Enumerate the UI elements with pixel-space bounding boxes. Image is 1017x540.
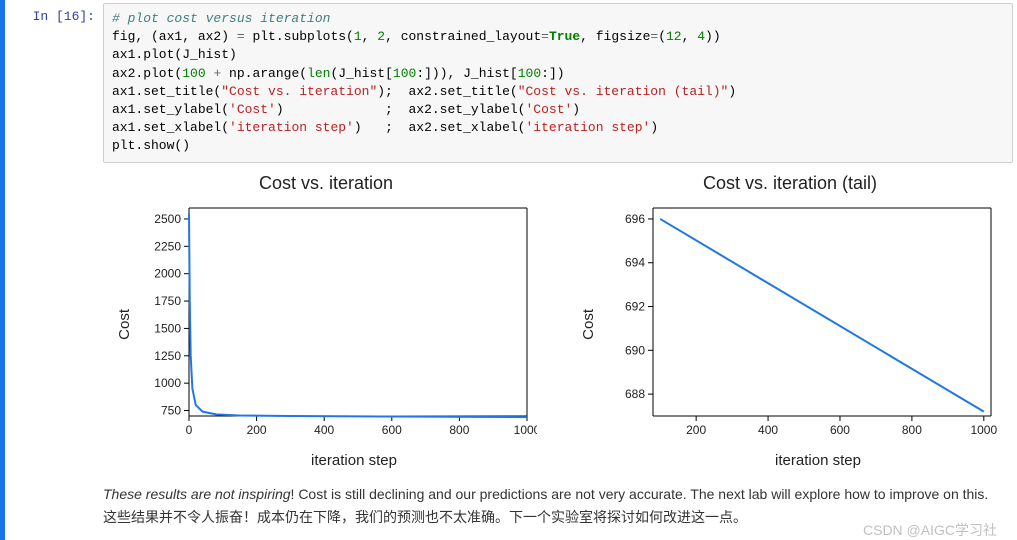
svg-text:1000: 1000 bbox=[513, 423, 536, 437]
charts-wrap: Cost vs. iteration Cost 0 200 400 600 800 100… bbox=[103, 173, 1013, 469]
code-block[interactable]: # plot cost versus iteration fig, (ax1, … bbox=[103, 3, 1013, 163]
svg-text:0: 0 bbox=[185, 423, 192, 437]
chart-1-xlabel: iteration step bbox=[311, 452, 397, 469]
svg-text:2000: 2000 bbox=[154, 266, 181, 280]
chart-1-panel: Cost vs. iteration Cost 0 200 400 600 800 100… bbox=[103, 173, 549, 469]
svg-text:692: 692 bbox=[624, 299, 644, 313]
svg-text:1000: 1000 bbox=[154, 376, 181, 390]
watermark: CSDN @AIGC学习社 bbox=[0, 520, 1017, 540]
chart-1-frame: Cost 0 200 400 600 800 1000 750 1000 1250 1500 175… bbox=[116, 200, 537, 450]
chart-2-frame: Cost 200 400 600 800 1000 688 690 692 694 696 bbox=[580, 200, 1001, 450]
chart-2-panel: Cost vs. iteration (tail) Cost 200 400 600… bbox=[567, 173, 1013, 469]
chart-2-title: Cost vs. iteration (tail) bbox=[703, 173, 877, 194]
svg-text:200: 200 bbox=[246, 423, 266, 437]
svg-text:1750: 1750 bbox=[154, 294, 181, 308]
chart-2-ylabel: Cost bbox=[580, 309, 597, 340]
cell-prompt: In [16]: bbox=[5, 3, 103, 24]
commentary-line-1: These results are not inspiring! Cost is… bbox=[103, 483, 1017, 507]
svg-text:400: 400 bbox=[758, 423, 778, 437]
svg-text:2250: 2250 bbox=[154, 239, 181, 253]
svg-text:750: 750 bbox=[160, 403, 180, 417]
output-area: Cost vs. iteration Cost 0 200 400 600 800 100… bbox=[103, 173, 1013, 469]
svg-text:800: 800 bbox=[449, 423, 469, 437]
svg-text:600: 600 bbox=[381, 423, 401, 437]
chart-1-ylabel: Cost bbox=[116, 309, 133, 340]
svg-text:694: 694 bbox=[624, 255, 644, 269]
svg-text:200: 200 bbox=[686, 423, 706, 437]
svg-text:696: 696 bbox=[624, 211, 644, 225]
svg-text:1500: 1500 bbox=[154, 321, 181, 335]
svg-text:2500: 2500 bbox=[154, 211, 181, 225]
svg-text:690: 690 bbox=[624, 343, 644, 357]
chart-1-svg: 0 200 400 600 800 1000 750 1000 1250 1500 1750 2000… bbox=[137, 200, 537, 450]
svg-text:600: 600 bbox=[829, 423, 849, 437]
input-row: In [16]: # plot cost versus iteration fi… bbox=[5, 3, 1017, 163]
notebook-cell: In [16]: # plot cost versus iteration fi… bbox=[0, 0, 1017, 540]
svg-text:800: 800 bbox=[901, 423, 921, 437]
chart-2-svg: 200 400 600 800 1000 688 690 692 694 696 bbox=[601, 200, 1001, 450]
svg-text:688: 688 bbox=[624, 387, 644, 401]
svg-text:1250: 1250 bbox=[154, 348, 181, 362]
chart-1-title: Cost vs. iteration bbox=[259, 173, 393, 194]
chart-2-xlabel: iteration step bbox=[775, 452, 861, 469]
svg-text:400: 400 bbox=[314, 423, 334, 437]
svg-text:1000: 1000 bbox=[970, 423, 997, 437]
